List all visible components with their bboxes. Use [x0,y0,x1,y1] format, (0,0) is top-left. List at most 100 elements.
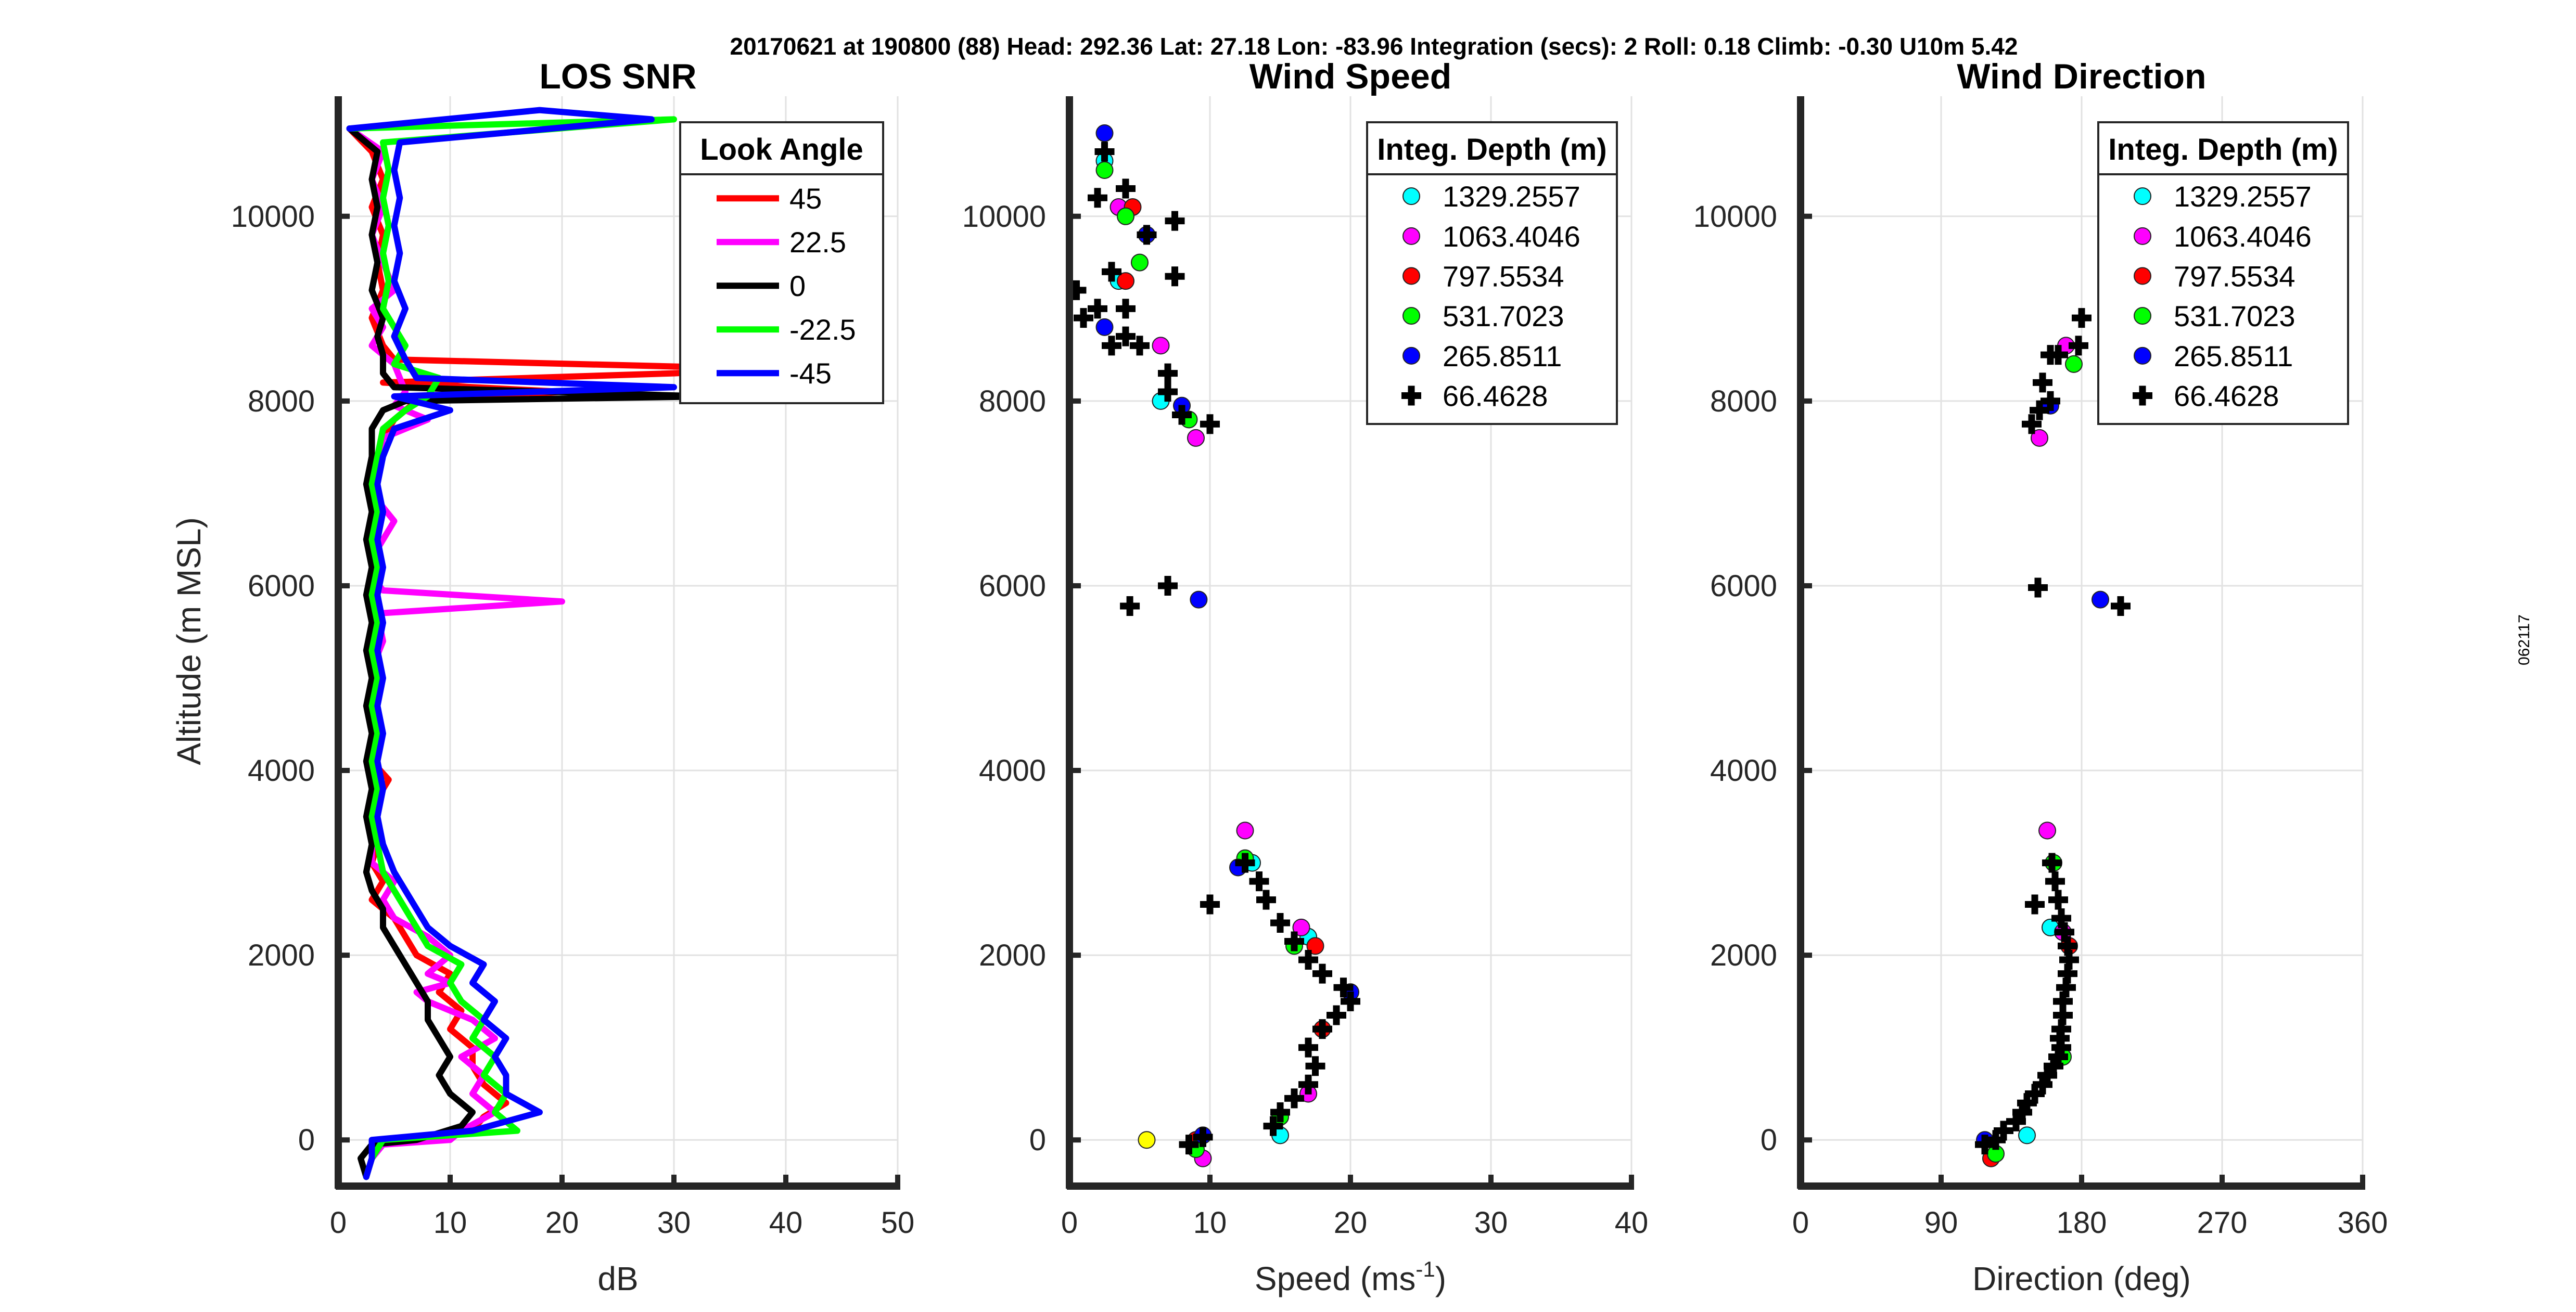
legend-title: Look Angle [700,133,863,166]
marker-66-4628 [1975,1135,1995,1155]
y-tick-label: 10000 [1693,200,1777,234]
y-tick-label: 6000 [248,569,315,603]
data-layer [1975,308,2131,1167]
legend-swatch-265-8511 [2134,346,2151,365]
marker-66-4628 [1312,963,1332,984]
marker-66-4628 [2028,577,2048,598]
marker-797-5534 [1117,272,1134,290]
y-tick-label: 6000 [1710,569,1777,603]
marker-66-4628 [1284,1088,1304,1109]
x-tick-label: 180 [2057,1206,2107,1240]
legend-swatch-797-5534 [2134,267,2151,285]
legend-swatch-1329-2557 [1402,187,1420,205]
x-tick-label: 10 [1193,1206,1227,1240]
legend-title: Integ. Depth (m) [2108,133,2338,166]
marker-66-4628 [2051,908,2071,929]
marker-531-7023 [1117,207,1134,225]
marker-66-4628 [1341,991,1360,1011]
marker-66-4628 [1137,225,1157,245]
y-tick-label: 4000 [1710,754,1777,788]
marker-66-4628 [1165,211,1185,231]
legend-label-531-7023: 531.7023 [2174,300,2296,332]
x-tick-label: 0 [1792,1206,1809,1240]
marker-66-4628 [1102,262,1121,282]
x-tick-label: 90 [1924,1206,1958,1240]
y-tick-label: 6000 [979,569,1046,603]
marker-66-4628 [1327,1005,1346,1025]
legend: Integ. Depth (m) 1329.2557 1063.4046 797.55… [2097,121,2349,425]
marker-1063-4046 [1236,821,1254,840]
marker-66-4628 [1200,894,1220,915]
marker-66-4628 [1249,871,1269,892]
panel-wind-speed: 0 10 20 30 40 0 2000 4000 6000 8000 10000 Wind Spee… [962,57,1649,1297]
marker-66-4628 [1263,1116,1283,1136]
marker-66-4628 [1130,336,1150,356]
legend-label-265-8511: 265.8511 [2174,340,2293,372]
legend-label-1063-4046: 1063.4046 [2174,220,2312,253]
legend-box [679,121,884,404]
marker-265-8511 [1095,318,1114,336]
marker-66-4628 [1312,1019,1332,1039]
data-layer [346,107,767,1180]
x-tick-label: 20 [1334,1206,1368,1240]
marker-66-4628 [1270,1102,1290,1122]
legend-label-22-5: -22.5 [789,313,856,346]
x-tick-label: 30 [657,1206,691,1240]
y-tick-label: 10000 [962,200,1046,234]
series-line-22-5 [346,116,677,1180]
marker-531-7023 [1095,161,1114,179]
legend-swatch-66-4628 [2133,385,2152,406]
legend-swatch-531-7023 [1402,307,1420,325]
y-tick-label: 0 [298,1123,315,1157]
legend-swatch-66-4628 [1401,385,1421,406]
marker-1063-4046 [2031,429,2048,447]
marker-66-4628 [2072,308,2092,328]
marker-66-4628 [1298,1037,1318,1058]
marker-66-4628 [1094,142,1115,162]
marker-66-4628 [1200,414,1220,434]
y-tick-label: 2000 [979,938,1046,972]
marker-66-4628 [1088,188,1107,208]
x-axis-label-suffix: ) [1435,1260,1446,1297]
marker-66-4628 [2045,871,2065,892]
marker-1063-4046 [1187,429,1205,447]
legend-swatch-797-5534 [1402,267,1420,285]
x-tick-label: 40 [769,1206,803,1240]
y-tick-label: 0 [1029,1123,1046,1157]
marker-66-4628 [2041,391,2060,411]
legend-label-0: 0 [789,269,806,302]
marker-265-8511 [2092,590,2109,609]
marker-66-4628 [1179,1135,1199,1155]
marker-66-4628 [2022,414,2042,434]
x-tick-label: 10 [433,1206,467,1240]
marker-66-4628 [2048,890,2068,910]
panel-los-snr: 0 10 20 30 40 50 0 2000 4000 6000 8000 10000 LOS SNR… [170,57,914,1297]
x-axis-label: dB [597,1260,638,1297]
marker-265-8511 [1095,124,1114,143]
x-tick-label: 20 [545,1206,579,1240]
x-tick-label: 270 [2197,1206,2248,1240]
marker-66-4628 [1158,363,1178,383]
panel-title: Wind Speed [1249,57,1452,96]
marker-66-4628 [1102,336,1121,356]
y-tick-label: 8000 [979,384,1046,418]
x-tick-label: 0 [1061,1206,1078,1240]
legend: Integ. Depth (m) 1329.2557 1063.4046 797.55… [1366,121,1618,425]
marker-unlabeled [1138,1131,1156,1149]
panel-title: LOS SNR [539,57,696,96]
marker-66-4628 [2069,336,2088,356]
marker-66-4628 [2033,372,2052,393]
legend-swatch-1329-2557 [2134,187,2151,205]
x-tick-label: 360 [2338,1206,2388,1240]
legend-swatch-265-8511 [1402,346,1420,365]
marker-66-4628 [1284,931,1304,951]
legend-label-1063-4046: 1063.4046 [1443,220,1580,253]
legend-label-66-4628: 66.4628 [2174,380,2279,413]
marker-66-4628 [1172,405,1192,425]
marker-66-4628 [1298,1074,1318,1095]
marker-1063-4046 [2038,821,2056,840]
marker-66-4628 [2048,345,2068,365]
y-tick-label: 2000 [1710,938,1777,972]
marker-1329-2557 [2018,1126,2036,1144]
